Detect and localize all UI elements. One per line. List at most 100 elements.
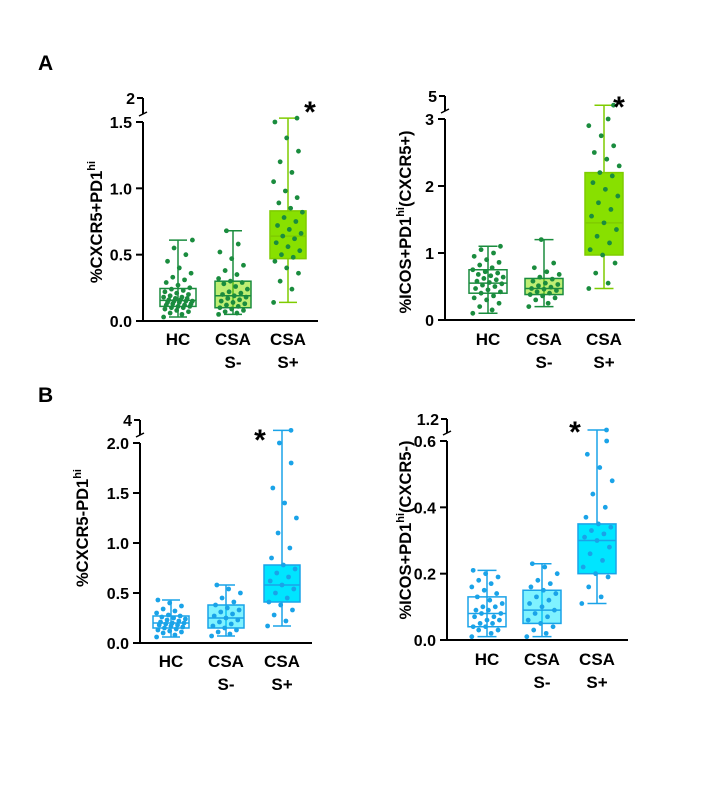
data-point xyxy=(265,623,270,629)
data-point xyxy=(478,247,484,253)
data-point xyxy=(471,253,477,259)
data-point xyxy=(242,301,248,307)
data-point xyxy=(539,604,545,610)
data-point xyxy=(589,528,594,533)
data-point xyxy=(213,602,218,608)
data-point xyxy=(169,286,174,292)
data-point xyxy=(231,293,237,299)
data-point xyxy=(488,273,494,279)
box-group xyxy=(159,237,197,320)
data-point xyxy=(241,262,246,268)
chart-b-right: 1.2 0.0 0.2 0.4 0.6%ICOS+PD1hi(CXCR5-) HC CSA S… xyxy=(395,412,628,692)
data-point xyxy=(529,286,534,291)
box-group: * xyxy=(269,96,316,305)
data-point xyxy=(216,311,222,317)
data-point xyxy=(161,294,167,300)
data-point xyxy=(545,300,551,306)
data-point xyxy=(587,247,593,253)
data-point xyxy=(537,274,543,280)
data-point xyxy=(173,626,179,632)
data-point xyxy=(598,594,604,600)
data-point xyxy=(172,632,178,638)
data-point xyxy=(224,228,229,234)
data-point xyxy=(607,240,612,246)
data-point xyxy=(224,605,230,611)
data-point xyxy=(555,282,561,287)
data-point xyxy=(477,621,483,626)
data-point xyxy=(160,606,166,612)
data-point xyxy=(278,602,284,608)
box-group xyxy=(522,561,562,640)
y-tick-label: 0.0 xyxy=(414,633,436,650)
data-point xyxy=(279,582,285,588)
data-point xyxy=(534,289,540,295)
data-point xyxy=(179,294,185,300)
x-category-label: HC xyxy=(475,650,500,669)
data-point xyxy=(279,252,284,258)
data-point xyxy=(182,277,187,283)
data-point xyxy=(293,219,299,224)
data-point xyxy=(605,116,611,122)
data-point xyxy=(290,607,295,613)
data-point xyxy=(296,270,301,276)
data-point xyxy=(601,531,607,537)
data-point xyxy=(165,258,170,264)
data-point xyxy=(223,615,229,621)
data-point xyxy=(183,252,189,258)
data-point xyxy=(283,618,289,624)
data-point xyxy=(183,616,188,622)
data-point xyxy=(290,254,296,260)
axis-break-mark xyxy=(440,108,450,114)
significance-label: * xyxy=(304,96,316,129)
data-point xyxy=(218,609,224,615)
data-point xyxy=(176,265,182,271)
data-point xyxy=(532,611,538,616)
data-point xyxy=(271,179,276,185)
data-point xyxy=(556,272,562,277)
axis-break-mark xyxy=(442,430,452,436)
data-point xyxy=(280,233,286,239)
data-point xyxy=(524,634,530,640)
data-point xyxy=(235,241,241,247)
data-point xyxy=(470,310,476,316)
data-point xyxy=(586,123,592,129)
data-point xyxy=(216,276,222,281)
data-point xyxy=(548,284,554,290)
data-point xyxy=(543,630,549,636)
data-point xyxy=(275,530,281,536)
data-point xyxy=(172,296,178,301)
y-axis-label: %ICOS+PD1hi(CXCR5+) xyxy=(395,130,415,313)
data-point xyxy=(294,515,299,521)
data-point xyxy=(169,620,175,626)
data-point xyxy=(600,558,605,563)
data-point xyxy=(591,150,597,155)
y-axis-label: %CXCR5+PD1hi xyxy=(86,161,106,283)
data-point xyxy=(608,524,614,530)
x-category-label: CSA S+ xyxy=(586,330,622,372)
data-point xyxy=(480,282,485,288)
box-group xyxy=(152,597,190,640)
data-point xyxy=(229,256,235,262)
data-point xyxy=(163,280,169,285)
data-point xyxy=(531,265,537,271)
x-category-label: HC xyxy=(166,330,191,349)
x-category-label: CSA S- xyxy=(208,652,244,694)
data-point xyxy=(292,566,298,572)
data-point xyxy=(491,293,496,299)
data-point xyxy=(210,623,216,629)
data-point xyxy=(615,193,621,199)
data-point xyxy=(184,296,190,301)
data-point xyxy=(547,290,552,296)
data-point xyxy=(217,619,222,625)
data-point xyxy=(276,440,282,446)
data-point xyxy=(286,227,292,232)
data-point xyxy=(540,587,546,593)
data-point xyxy=(485,287,491,293)
data-point xyxy=(271,300,276,305)
data-point xyxy=(489,307,495,313)
data-point xyxy=(497,617,502,623)
data-point xyxy=(273,590,278,596)
panel-letter-a: A xyxy=(38,52,53,75)
data-point xyxy=(525,617,531,623)
data-point xyxy=(271,612,277,618)
